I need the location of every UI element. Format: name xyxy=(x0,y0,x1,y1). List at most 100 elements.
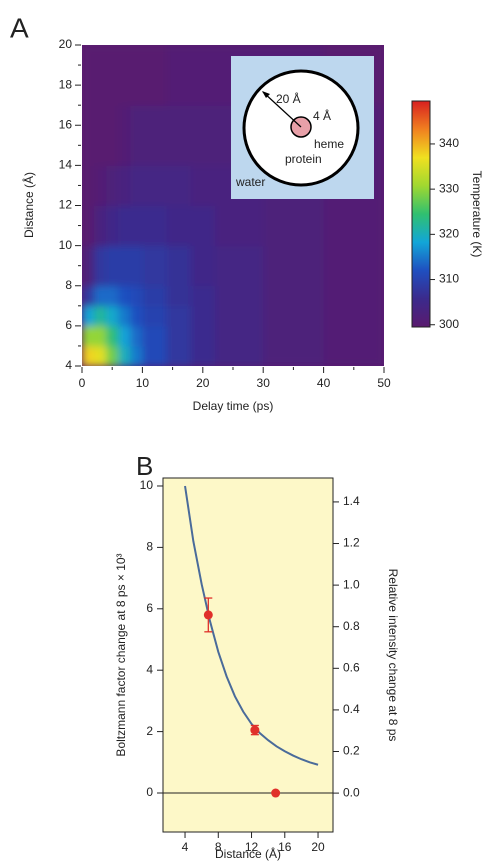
colorbar-tick-label: 310 xyxy=(439,272,459,286)
x-tick-label: 4 xyxy=(182,840,189,854)
heatmap-cell xyxy=(94,325,107,347)
heatmap-cell xyxy=(118,205,131,247)
y-tick-label: 10 xyxy=(140,478,154,492)
heatmap-cell xyxy=(130,325,143,347)
heatmap-cell xyxy=(190,45,216,106)
inset-label: protein xyxy=(285,152,322,166)
heatmap-cell xyxy=(82,305,95,327)
y-tick-label: 8 xyxy=(65,278,72,292)
y2-tick-label: 1.0 xyxy=(343,577,360,591)
heatmap-cell xyxy=(106,165,119,206)
heatmap-cell xyxy=(214,245,264,287)
heatmap-cell xyxy=(166,285,192,307)
heatmap-cell xyxy=(142,245,168,287)
colorbar-tick-label: 300 xyxy=(439,317,459,331)
y2-tick-label: 0.4 xyxy=(343,702,360,716)
y-tick-label: 0 xyxy=(146,785,153,799)
heatmap-cell xyxy=(323,245,384,287)
y-tick-label: 4 xyxy=(65,358,72,372)
heatmap-cell xyxy=(166,245,192,287)
inset-label: 20 Å xyxy=(276,91,301,106)
heatmap-cell xyxy=(142,305,168,327)
heatmap-cell xyxy=(166,325,192,347)
heatmap-cell xyxy=(106,305,119,327)
heatmap-cell xyxy=(118,285,131,307)
heatmap-cell xyxy=(82,165,95,206)
y-axis-label: Distance (Å) xyxy=(21,172,36,238)
y2-tick-label: 0.2 xyxy=(343,744,360,758)
y-tick-label: 20 xyxy=(59,37,73,51)
heatmap-cell xyxy=(130,165,143,206)
heatmap-cell xyxy=(94,285,107,307)
panel-label: A xyxy=(10,12,29,43)
y2-tick-label: 1.4 xyxy=(343,494,360,508)
heatmap-cell xyxy=(190,305,216,327)
y-axis-label: Boltzmann factor change at 8 ps × 10³ xyxy=(114,553,128,756)
panel-label: B xyxy=(136,451,153,481)
inset-label: 4 Å xyxy=(313,108,331,123)
heatmap-cell xyxy=(166,305,192,327)
x-tick-label: 0 xyxy=(79,376,86,390)
heatmap-cell xyxy=(106,105,119,166)
x-tick-label: 8 xyxy=(215,840,222,854)
heatmap-cell xyxy=(190,285,216,307)
heatmap-cell xyxy=(94,305,107,327)
heatmap-cell xyxy=(142,345,168,366)
colorbar-tick-label: 320 xyxy=(439,227,459,241)
x-tick-label: 40 xyxy=(317,376,331,390)
heatmap-cell xyxy=(263,205,325,247)
data-point xyxy=(203,610,213,620)
inset-label: water xyxy=(235,175,265,189)
x-tick-label: 10 xyxy=(136,376,150,390)
heatmap-cell xyxy=(323,305,384,327)
heatmap-cell xyxy=(130,45,143,106)
heatmap-cell xyxy=(142,325,168,347)
data-point xyxy=(250,725,260,735)
y2-tick-label: 0.8 xyxy=(343,619,360,633)
heatmap-cell xyxy=(94,105,107,166)
heatmap-cell xyxy=(130,285,143,307)
heatmap-cell xyxy=(130,305,143,327)
heatmap-cell xyxy=(166,105,192,166)
heatmap-cell xyxy=(106,345,119,366)
heatmap-cell xyxy=(166,45,192,106)
x-axis-label: Delay time (ps) xyxy=(193,399,274,413)
heatmap-cell xyxy=(82,105,95,166)
heatmap-cell xyxy=(118,345,131,366)
arrow-head xyxy=(262,91,270,98)
heatmap-cell xyxy=(118,305,131,327)
y-tick-label: 8 xyxy=(146,540,153,554)
x-axis-label: Distance (Å) xyxy=(215,846,281,861)
heatmap-cell xyxy=(263,305,325,327)
colorbar-tick-label: 330 xyxy=(439,181,459,195)
y2-tick-label: 0.6 xyxy=(343,660,360,674)
heatmap-cell xyxy=(94,245,107,287)
x-tick-label: 20 xyxy=(196,376,210,390)
heatmap-cell xyxy=(118,105,131,166)
heatmap-cell xyxy=(82,325,95,347)
y-tick-label: 16 xyxy=(59,117,73,131)
heatmap-cell xyxy=(263,285,325,307)
heatmap-cell xyxy=(166,205,192,247)
heatmap-cell xyxy=(118,45,131,106)
heatmap-cell xyxy=(106,325,119,347)
plot-area xyxy=(162,477,334,833)
heatmap-cell xyxy=(130,105,143,166)
radius-arrow xyxy=(262,91,302,128)
colorbar-label: Temperature (K) xyxy=(470,171,484,258)
heatmap-cell xyxy=(263,325,325,347)
heatmap-cell xyxy=(118,325,131,347)
heatmap-cell xyxy=(263,345,325,366)
inset: 20 Å 4 Å heme protein water xyxy=(231,56,374,199)
heatmap-cell xyxy=(106,245,119,287)
y2-tick-label: 0.0 xyxy=(343,785,360,799)
heatmap-cell xyxy=(190,205,216,247)
heatmap-cell xyxy=(214,305,264,327)
x-tick-label: 12 xyxy=(245,840,259,854)
y-tick-label: 2 xyxy=(146,724,153,738)
heatmap-cell xyxy=(106,205,119,247)
y-tick-label: 12 xyxy=(59,198,73,212)
heatmap-cell xyxy=(190,165,216,206)
heatmap-cell xyxy=(142,205,168,247)
